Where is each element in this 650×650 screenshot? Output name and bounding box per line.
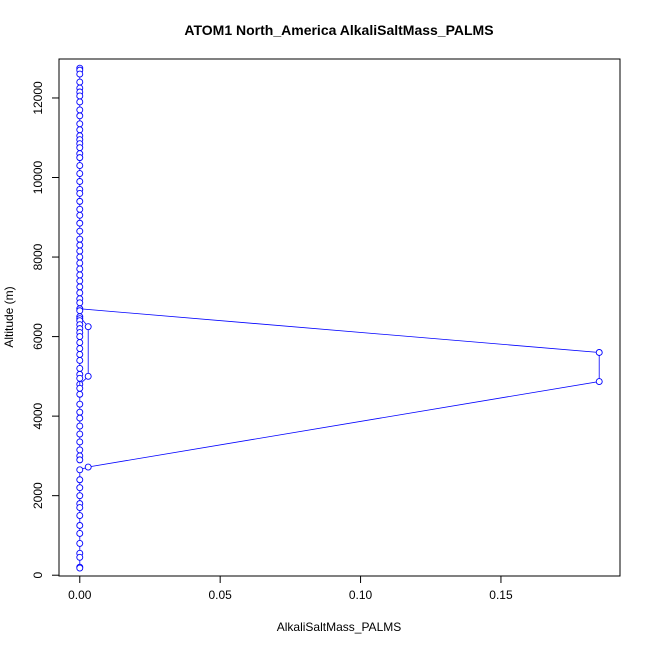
- data-point: [76, 197, 84, 205]
- x-tick-label: 0.05: [208, 588, 232, 602]
- data-point: [76, 126, 84, 134]
- data-point: [76, 78, 84, 86]
- data-point: [76, 400, 84, 408]
- data-point: [76, 357, 84, 364]
- data-point: [76, 162, 84, 170]
- y-axis-label: Altitude (m): [2, 286, 16, 347]
- data-point: [76, 70, 84, 78]
- y-axis: 0 2000 4000 6000 8000 10000 12000: [31, 81, 60, 579]
- data-series: [76, 64, 603, 572]
- x-axis: 0.00 0.05 0.10 0.15: [68, 575, 513, 602]
- data-point: [76, 564, 84, 572]
- data-point: [76, 277, 84, 285]
- data-point: [76, 522, 84, 529]
- data-point: [76, 512, 84, 520]
- data-point: [76, 390, 84, 398]
- x-tick-label: 0.10: [349, 588, 373, 602]
- data-point: [76, 265, 84, 273]
- data-point: [76, 106, 84, 114]
- data-point: [76, 253, 84, 261]
- data-point: [76, 235, 84, 243]
- data-point: [76, 205, 84, 213]
- data-point: [76, 189, 84, 197]
- x-axis-label: AlkaliSaltMass_PALMS: [277, 620, 402, 634]
- data-point: [76, 154, 84, 162]
- data-point: [76, 259, 84, 267]
- data-point: [76, 112, 84, 120]
- data-point: [76, 247, 84, 255]
- data-point: [76, 456, 84, 464]
- data-point: [76, 476, 84, 484]
- data-point: [76, 144, 84, 152]
- data-point: [76, 414, 84, 422]
- data-point: [76, 211, 84, 219]
- y-tick-label: 4000: [31, 402, 45, 429]
- data-point: [76, 529, 84, 537]
- data-point: [76, 384, 84, 392]
- data-point: [76, 553, 84, 561]
- data-point: [76, 92, 84, 100]
- data-point: [84, 372, 92, 380]
- data-point: [76, 271, 84, 279]
- data-series: [76, 315, 84, 392]
- data-point: [76, 339, 84, 347]
- data-point: [76, 430, 84, 438]
- plot-area: [58, 58, 621, 577]
- series-line: [79, 68, 600, 568]
- data-point: [76, 351, 84, 358]
- data-point: [76, 307, 84, 315]
- data-point: [76, 374, 84, 382]
- data-point: [76, 539, 84, 547]
- data-point: [76, 98, 84, 106]
- data-point: [76, 241, 84, 249]
- data-point: [76, 283, 84, 291]
- series-layer: [76, 64, 603, 572]
- y-tick-label: 10000: [31, 161, 45, 195]
- data-point: [595, 349, 603, 356]
- data-point: [84, 323, 92, 331]
- data-point: [76, 219, 84, 227]
- y-tick-label: 8000: [31, 243, 45, 270]
- data-point: [76, 345, 84, 352]
- x-tick-label: 0.15: [489, 588, 513, 602]
- data-point: [76, 484, 84, 492]
- data-point: [76, 438, 84, 446]
- data-point: [76, 227, 84, 235]
- data-point: [76, 120, 84, 128]
- data-point: [84, 463, 92, 471]
- data-point: [595, 378, 603, 385]
- data-point: [76, 504, 84, 512]
- data-point: [76, 333, 84, 341]
- data-point: [76, 466, 84, 474]
- data-point: [76, 178, 84, 185]
- data-point: [76, 446, 84, 454]
- data-point: [76, 364, 84, 372]
- y-tick-label: 12000: [31, 81, 45, 115]
- data-point: [76, 408, 84, 416]
- y-tick-label: 0: [31, 572, 45, 579]
- data-point: [76, 289, 84, 297]
- x-tick-label: 0.00: [68, 588, 92, 602]
- data-point: [76, 422, 84, 430]
- data-point: [76, 492, 84, 500]
- y-tick-label: 6000: [31, 323, 45, 350]
- data-point: [76, 299, 84, 307]
- chart-title: ATOM1 North_America AlkaliSaltMass_PALMS: [184, 22, 493, 38]
- data-point: [76, 170, 84, 177]
- y-tick-label: 2000: [31, 482, 45, 509]
